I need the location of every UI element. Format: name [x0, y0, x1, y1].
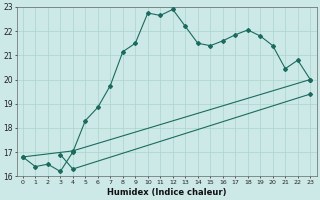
X-axis label: Humidex (Indice chaleur): Humidex (Indice chaleur): [107, 188, 226, 197]
